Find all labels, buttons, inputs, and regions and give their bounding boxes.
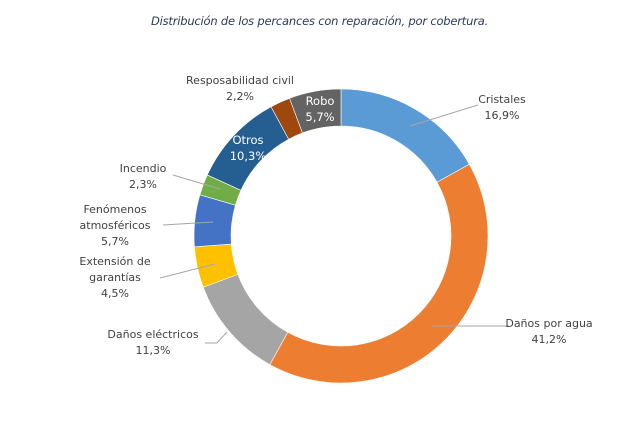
category-label-robo: Robo (306, 94, 335, 108)
slice-danos-electricos (202, 273, 289, 366)
category-label-incendio: Incendio (120, 162, 167, 175)
value-label-danos-electricos: 11,3% (136, 344, 171, 357)
value-label-danos-por-agua: 41,2% (532, 333, 567, 346)
leader-line-cristales (409, 104, 479, 127)
slice-robo (289, 88, 342, 134)
category-label-fenomenos-atmosfericos: atmosféricos (80, 219, 151, 232)
chart-title: Distribución de los percances con repara… (150, 14, 489, 28)
category-label-extension-de-garantias: Extensión de (79, 255, 150, 268)
value-label-cristales: 16,9% (485, 109, 520, 122)
category-label-cristales: Cristales (478, 93, 526, 106)
slices-group (193, 88, 489, 384)
value-label-extension-de-garantias: 4,5% (101, 287, 129, 300)
labels-group: Cristales 16,9% Daños por agua 41,2% Daños e… (79, 74, 592, 357)
leader-line-fenomenos-atmosfericos (162, 221, 214, 226)
value-label-fenomenos-atmosfericos: 5,7% (101, 235, 129, 248)
leader-line-danos-electricos (205, 331, 228, 344)
slice-cristales (340, 88, 470, 183)
slice-danos-por-agua (269, 163, 489, 384)
category-label-fenomenos-atmosfericos: Fenómenos (83, 203, 146, 216)
category-label-resposabilidad-civil: Resposabilidad civil (186, 74, 294, 87)
leader-lines-group (159, 104, 509, 344)
value-label-otros: 10,3% (230, 149, 267, 163)
value-label-resposabilidad-civil: 2,2% (226, 90, 254, 103)
category-label-danos-electricos: Daños eléctricos (107, 328, 198, 341)
category-label-extension-de-garantias: garantías (89, 271, 141, 284)
value-label-incendio: 2,3% (129, 178, 157, 191)
category-label-danos-por-agua: Daños por agua (505, 317, 592, 330)
category-label-otros: Otros (232, 133, 263, 147)
value-label-robo: 5,7% (305, 110, 334, 124)
leader-line-incendio (172, 174, 221, 190)
leader-line-extension-de-garantias (159, 263, 216, 279)
